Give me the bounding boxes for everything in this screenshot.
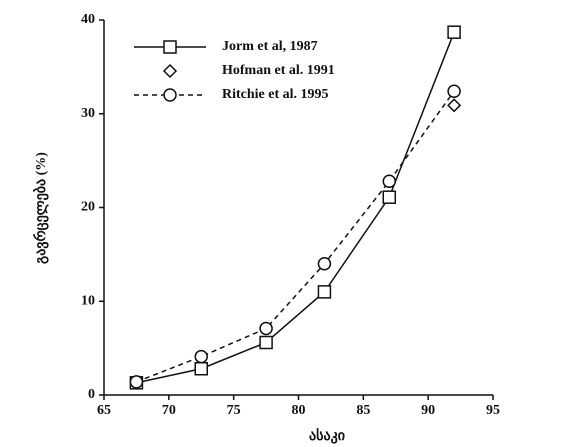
circle-marker bbox=[163, 88, 177, 102]
x-tick-label: 80 bbox=[292, 403, 306, 418]
circle-marker bbox=[259, 321, 273, 336]
circle-marker bbox=[317, 257, 332, 271]
circle-marker bbox=[447, 84, 461, 98]
y-tick-label: 10 bbox=[81, 293, 95, 308]
x-tick-label: 90 bbox=[421, 403, 435, 418]
diamond-marker bbox=[162, 63, 178, 79]
x-tick-label: 85 bbox=[356, 403, 370, 418]
y-tick-label: 30 bbox=[81, 106, 95, 121]
square-marker bbox=[194, 362, 208, 376]
legend-label: Jorm et al, 1987 bbox=[222, 39, 318, 54]
y-axis-label: გავრცელება (%) bbox=[33, 152, 49, 264]
square-marker bbox=[259, 335, 273, 350]
square-marker bbox=[382, 190, 397, 204]
legend-label: Hofman et al. 1991 bbox=[222, 63, 335, 78]
x-tick-label: 75 bbox=[227, 403, 241, 418]
y-tick-label: 20 bbox=[81, 200, 95, 215]
legend-label: Ritchie et al. 1995 bbox=[222, 87, 329, 102]
square-marker bbox=[317, 285, 332, 299]
y-tick-label: 0 bbox=[88, 387, 95, 402]
series-line bbox=[136, 31, 455, 384]
y-tick-label: 40 bbox=[81, 12, 95, 27]
x-axis-label: ასაკი bbox=[309, 428, 345, 444]
x-tick-label: 65 bbox=[97, 403, 111, 418]
circle-marker bbox=[129, 375, 144, 389]
square-marker bbox=[163, 40, 177, 54]
x-tick-label: 95 bbox=[486, 403, 500, 418]
x-tick-label: 70 bbox=[162, 403, 176, 418]
series-line bbox=[136, 90, 455, 383]
circle-marker bbox=[194, 349, 208, 364]
square-marker bbox=[447, 25, 461, 39]
diamond-marker bbox=[447, 98, 462, 113]
circle-marker bbox=[382, 174, 397, 188]
